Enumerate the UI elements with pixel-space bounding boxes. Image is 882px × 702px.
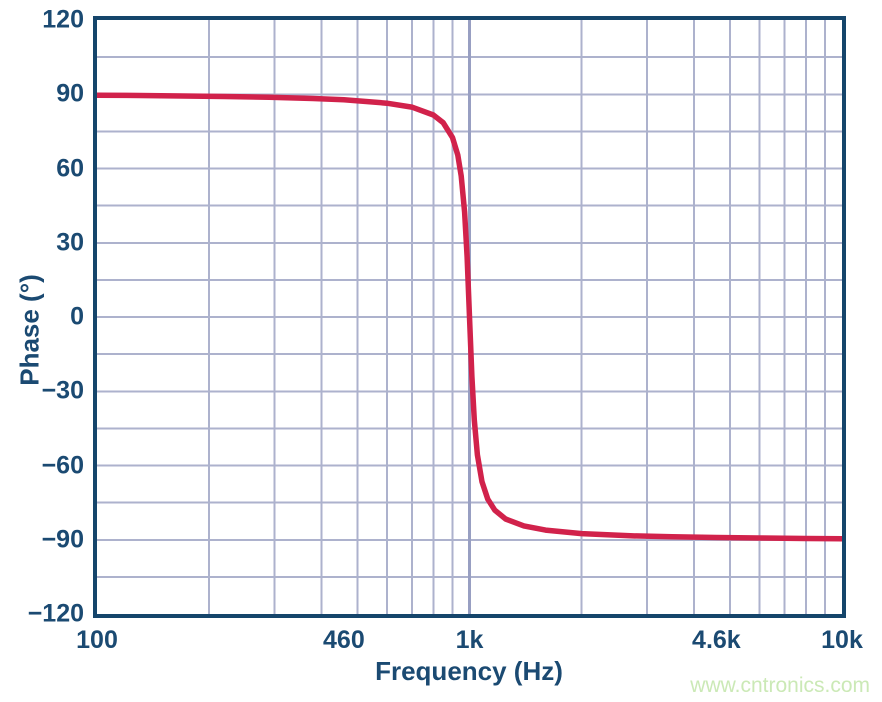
x-tick-label-460: 460 [323, 626, 365, 654]
x-tick-label-4.6k: 4.6k [692, 626, 741, 654]
y-tick-label-120: 120 [42, 5, 84, 34]
plot-canvas [97, 20, 842, 614]
x-tick-label-1k: 1k [455, 626, 484, 654]
phase-curve [97, 92, 842, 542]
y-tick-label--30: −30 [41, 376, 84, 405]
watermark-text: www.cntronics.com [690, 674, 870, 697]
y-axis-title: Phase (°) [14, 274, 45, 386]
y-tick-label--60: −60 [41, 451, 84, 479]
y-tick-label-60: 60 [56, 154, 84, 182]
y-tick-label-0: 0 [70, 302, 84, 331]
y-tick-label--120: −120 [27, 599, 84, 628]
y-tick-label-90: 90 [56, 79, 84, 108]
plot-area [93, 16, 846, 618]
y-tick-label--90: −90 [41, 525, 84, 554]
x-axis-title: Frequency (Hz) [375, 656, 563, 686]
x-tick-label-100: 100 [76, 626, 118, 654]
x-tick-label-10k: 10k [821, 626, 863, 654]
y-tick-label-30: 30 [56, 228, 84, 257]
